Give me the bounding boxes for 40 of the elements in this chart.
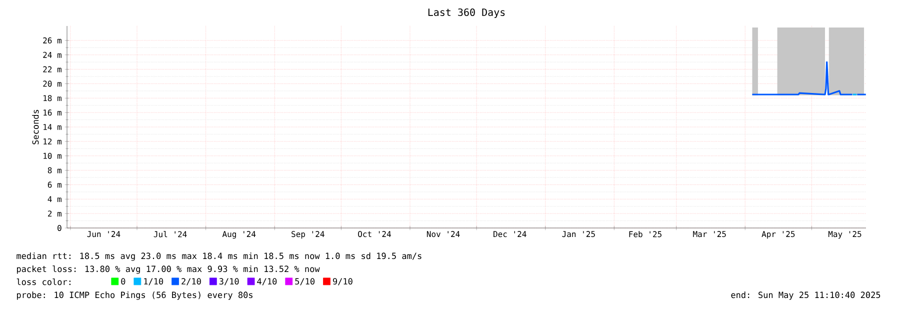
x-tick-label: Aug '24 bbox=[222, 231, 256, 239]
y-tick-label: 22 m bbox=[43, 66, 62, 72]
legend-label: 2/10 bbox=[182, 278, 201, 286]
y-tick-label: 8 m bbox=[48, 167, 62, 174]
text: packet loss: 13.80 % avg 17.00 % max 9.93 % min 13.52 % now bbox=[17, 265, 320, 274]
legend-label: 1/10 bbox=[144, 278, 164, 286]
legend-label: 5/10 bbox=[295, 278, 315, 286]
x-tick-label: Jun '24 bbox=[87, 231, 120, 238]
y-tick-label: 6 m bbox=[48, 182, 62, 188]
y-tick-label: 14 m bbox=[44, 124, 62, 130]
y-tick-label: 18 m bbox=[44, 95, 62, 102]
x-tick-label: Nov '24 bbox=[426, 231, 460, 238]
legend-label: 0 bbox=[121, 278, 126, 285]
text: end: Sun May 25 11:10:40 2025 bbox=[731, 292, 880, 300]
x-tick-label: Mar '25 bbox=[693, 231, 726, 238]
y-tick-label: 24 m bbox=[43, 52, 62, 58]
text: probe: 10 ICMP Echo Pings (56 Bytes) every 80s bbox=[17, 292, 252, 300]
x-tick-label: Apr '25 bbox=[762, 231, 795, 239]
legend-label: 4/10 bbox=[257, 278, 277, 286]
y-tick-label: 2 m bbox=[48, 210, 62, 217]
y-tick-label: 26 m bbox=[43, 37, 62, 44]
x-tick-label: May '25 bbox=[828, 231, 862, 239]
y-tick-label: 16 m bbox=[44, 110, 62, 116]
text: median rtt: 18.5 ms avg 23.0 ms max 18.4 ms min 18.5 ms now 1.0 ms sd 19.5 am/s bbox=[16, 252, 422, 261]
y-tick-label: 20 m bbox=[43, 80, 62, 87]
x-tick-label: Jul '24 bbox=[154, 231, 187, 238]
y-tick-label: 12 m bbox=[44, 138, 62, 144]
x-tick-label: Feb '25 bbox=[629, 231, 662, 238]
y-tick-label: 4 m bbox=[48, 196, 62, 202]
y-axis-title: Seconds bbox=[32, 110, 39, 144]
x-tick-label: Dec '24 bbox=[494, 231, 526, 238]
x-tick-label: Oct '24 bbox=[358, 231, 391, 238]
legend-title: loss color: bbox=[16, 278, 70, 286]
y-tick-label: 0 bbox=[58, 224, 62, 232]
chart-title: Last 360 Days bbox=[428, 8, 505, 18]
legend-label: 9/10 bbox=[332, 278, 352, 286]
y-tick-label: 10 m bbox=[44, 152, 62, 159]
x-tick-label: Jan '25 bbox=[562, 231, 595, 238]
x-tick-label: Sep '24 bbox=[292, 231, 324, 239]
legend-label: 3/10 bbox=[219, 278, 239, 286]
